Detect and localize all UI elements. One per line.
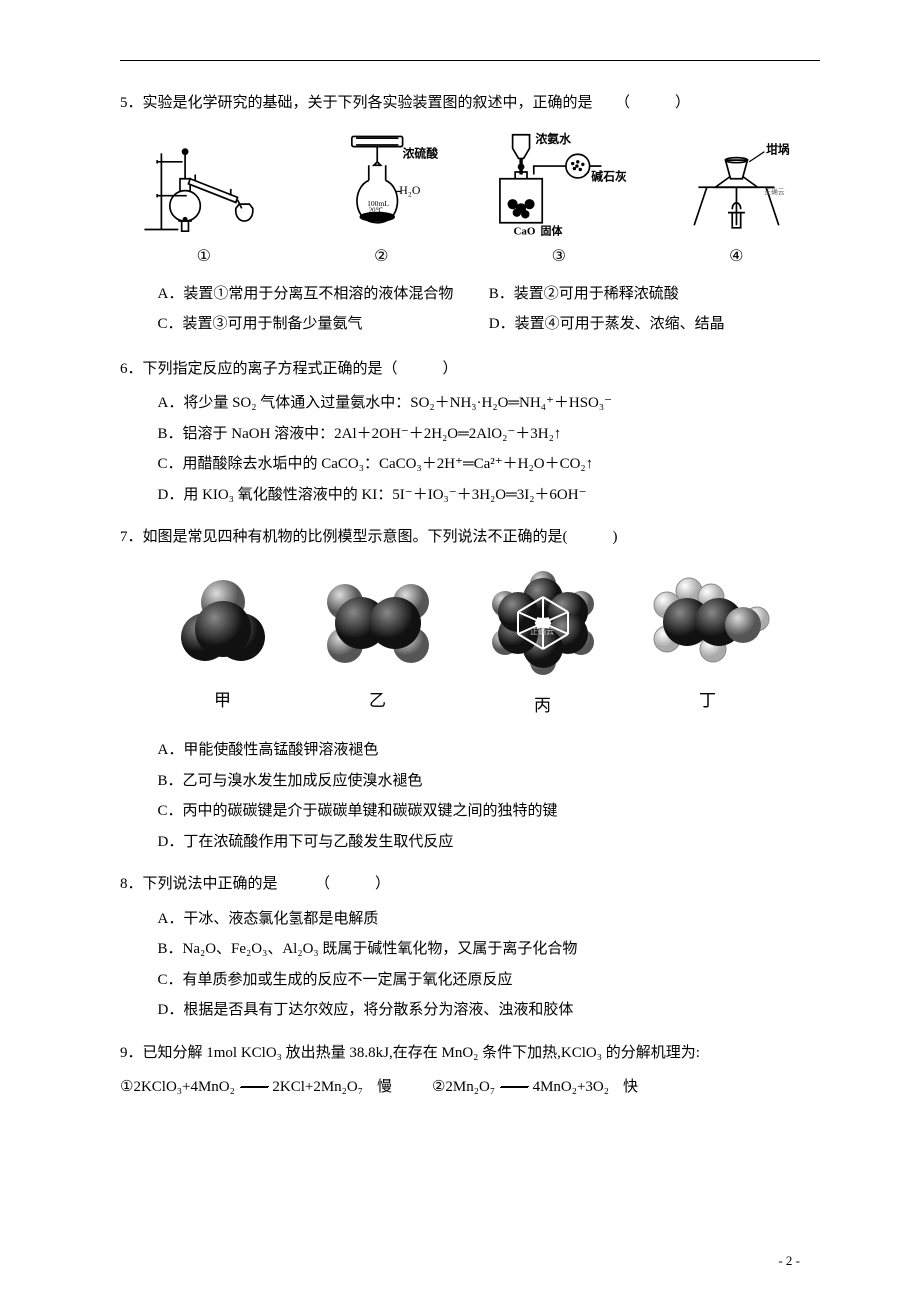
- q9-equations: ①2KClO₃+4MnO₂ 2KCl+2Mn₂O₇ 慢 ②2Mn₂O₇ 4MnO…: [120, 1073, 820, 1102]
- q6-stem: 6．下列指定反应的离子方程式正确的是（ ）: [120, 355, 820, 384]
- model-yi: 乙: [313, 567, 443, 717]
- fig-1-caption: ①: [197, 242, 211, 272]
- distillation-apparatus-icon: [136, 128, 271, 238]
- q5-opt-a: A．装置①常用于分离互不相溶的液体混合物: [158, 280, 489, 309]
- label-cao: CaO: [513, 225, 535, 237]
- question-8: 8．下列说法中正确的是 （ ） A．干冰、液态氯化氢都是电解质 B．Na₂O、F…: [120, 870, 820, 1025]
- question-5: 5．实验是化学研究的基础，关于下列各实验装置图的叙述中，正确的是 （ ）: [120, 89, 820, 341]
- q7-opt-a: A．甲能使酸性高锰酸钾溶液褪色: [158, 736, 821, 765]
- q5-opt-d: D．装置④可用于蒸发、浓缩、结晶: [489, 310, 820, 339]
- label-ammonia: 浓氨水: [535, 132, 571, 146]
- q5-opt-c: C．装置③可用于制备少量氨气: [158, 310, 489, 339]
- fig-2-caption: ②: [374, 242, 388, 272]
- q7-opt-b: B．乙可与溴水发生加成反应使溴水褪色: [158, 767, 821, 796]
- reaction-arrow-icon: [500, 1087, 528, 1088]
- question-9: 9．已知分解 1mol KClO₃ 放出热量 38.8kJ,在存在 MnO₂ 条…: [120, 1039, 820, 1102]
- model-yi-cap: 乙: [369, 685, 386, 717]
- model-bing: 正确云 丙: [478, 562, 608, 722]
- q9-eq2: ②2Mn₂O₇ 4MnO₂+3O₂ 快: [432, 1073, 638, 1102]
- label-crucible: 坩埚: [766, 142, 790, 156]
- watermark-bing: 正确云: [530, 626, 554, 636]
- label-conc-acid: 浓硫酸: [402, 146, 438, 160]
- q8-stem: 8．下列说法中正确的是 （ ）: [120, 870, 820, 899]
- q8-opt-b: B．Na₂O、Fe₂O₃、Al₂O₃ 既属于碱性氧化物，又属于离子化合物: [158, 935, 821, 964]
- label-h2o: H₂O: [399, 182, 421, 196]
- fig-4-caption: ④: [729, 242, 743, 272]
- page-number: - 2 -: [778, 1249, 800, 1274]
- methane-model-icon: [168, 567, 278, 677]
- label-solid: 固体: [540, 223, 563, 237]
- fig-3: 浓氨水 碱石灰 CaO 固体 ③: [475, 128, 643, 272]
- crucible-apparatus-icon: 坩埚 正确云: [673, 128, 800, 238]
- q7-stem: 7．如图是常见四种有机物的比例模型示意图。下列说法不正确的是( ): [120, 523, 820, 552]
- q6-opt-d: D．用 KIO₃ 氧化酸性溶液中的 KI：5I⁻＋IO₃⁻＋3H₂O═3I₂＋6…: [158, 481, 821, 510]
- q9-eq2-right: 4MnO₂+3O₂: [533, 1079, 609, 1095]
- dilution-apparatus-icon: 100mL 20℃ 浓硫酸 H₂O: [318, 128, 445, 238]
- q6-opt-c: C．用醋酸除去水垢中的 CaCO₃：CaCO₃＋2H⁺═Ca²⁺＋H₂O＋CO₂…: [158, 450, 821, 479]
- fig-4: 坩埚 正确云 ④: [653, 128, 821, 272]
- model-ding-cap: 丁: [699, 685, 716, 717]
- q7-opt-c: C．丙中的碳碳键是介于碳碳单键和碳碳双键之间的独特的键: [158, 797, 821, 826]
- q7-opt-d: D．丁在浓硫酸作用下可与乙酸发生取代反应: [158, 828, 821, 857]
- model-bing-cap: 丙: [534, 690, 551, 722]
- q6-opt-a: A．将少量 SO₂ 气体通入过量氨水中：SO₂＋NH₃·H₂O═NH₄⁺＋HSO…: [158, 389, 821, 418]
- fig-2: 100mL 20℃ 浓硫酸 H₂O ②: [298, 128, 466, 272]
- q9-eq2-left: ②2Mn₂O₇: [432, 1079, 495, 1095]
- fig-3-caption: ③: [552, 242, 566, 272]
- svg-text:20℃: 20℃: [369, 207, 384, 214]
- watermark-4: 正确云: [764, 186, 785, 195]
- q9-eq2-rate: 快: [623, 1073, 638, 1102]
- q6-opt-b: B．铝溶于 NaOH 溶液中：2Al＋2OH⁻＋2H₂O═2AlO₂⁻＋3H₂↑: [158, 420, 821, 449]
- q9-eq1-left: ①2KClO₃+4MnO₂: [120, 1079, 235, 1095]
- svg-text:100mL: 100mL: [367, 198, 389, 207]
- q5-figures: ① 100mL: [120, 128, 820, 272]
- q5-opt-b: B．装置②可用于稀释浓硫酸: [489, 280, 820, 309]
- q8-opt-a: A．干冰、液态氯化氢都是电解质: [158, 905, 821, 934]
- reaction-arrow-icon: [240, 1087, 268, 1088]
- model-jia-cap: 甲: [214, 685, 231, 717]
- fig-1: ①: [120, 128, 288, 272]
- q7-models: 甲 乙: [150, 562, 790, 722]
- ethene-model-icon: [313, 567, 443, 677]
- q5-stem: 5．实验是化学研究的基础，关于下列各实验装置图的叙述中，正确的是 （ ）: [120, 89, 820, 118]
- top-rule: [120, 60, 820, 61]
- q8-opt-d: D．根据是否具有丁达尔效应，将分散系分为溶液、浊液和胶体: [158, 996, 821, 1025]
- q9-eq1-rate: 慢: [377, 1073, 392, 1102]
- q8-opt-c: C．有单质参加或生成的反应不一定属于氧化还原反应: [158, 966, 821, 995]
- question-6: 6．下列指定反应的离子方程式正确的是（ ） A．将少量 SO₂ 气体通入过量氨水…: [120, 355, 820, 510]
- q9-eq1: ①2KClO₃+4MnO₂ 2KCl+2Mn₂O₇ 慢: [120, 1073, 392, 1102]
- ethanol-model-icon: [643, 567, 773, 677]
- benzene-model-icon: 正确云: [478, 562, 608, 682]
- label-soda-lime: 碱石灰: [591, 169, 627, 183]
- q9-stem: 9．已知分解 1mol KClO₃ 放出热量 38.8kJ,在存在 MnO₂ 条…: [120, 1039, 820, 1068]
- q9-eq1-right: 2KCl+2Mn₂O₇: [272, 1079, 363, 1095]
- model-jia: 甲: [168, 567, 278, 717]
- question-7: 7．如图是常见四种有机物的比例模型示意图。下列说法不正确的是( ): [120, 523, 820, 856]
- ammonia-prep-apparatus-icon: 浓氨水 碱石灰 CaO 固体: [483, 128, 635, 238]
- model-ding: 丁: [643, 567, 773, 717]
